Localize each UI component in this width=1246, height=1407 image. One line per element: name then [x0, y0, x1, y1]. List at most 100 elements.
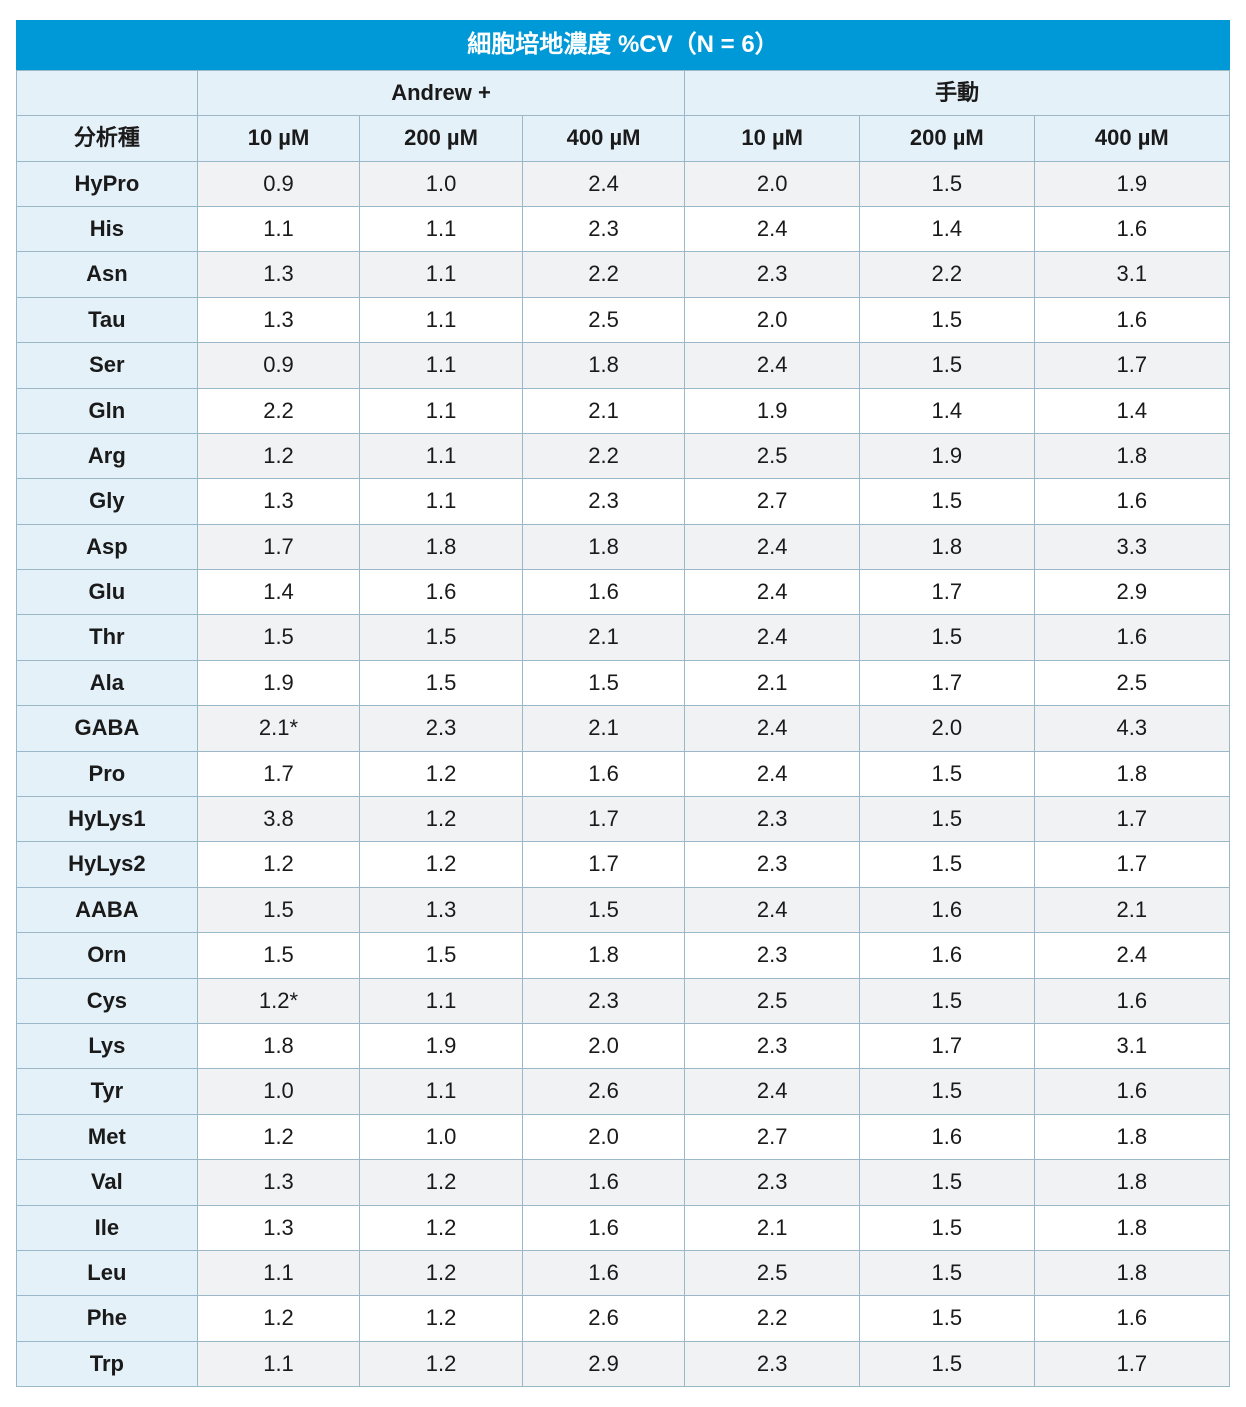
data-cell: 1.3: [197, 479, 360, 524]
table-row: HyPro0.91.02.42.01.51.9: [17, 161, 1230, 206]
data-cell: 1.5: [860, 842, 1035, 887]
data-cell: 1.5: [860, 1296, 1035, 1341]
column-group-manual: 手動: [685, 70, 1230, 115]
data-cell: 1.8: [1034, 751, 1229, 796]
data-cell: 1.9: [860, 433, 1035, 478]
column-header: 400 µM: [522, 116, 685, 161]
column-header-row: 分析種 10 µM 200 µM 400 µM 10 µM 200 µM 400…: [17, 116, 1230, 161]
analyte-cell: Thr: [17, 615, 198, 660]
data-cell: 2.0: [522, 1114, 685, 1159]
data-cell: 1.1: [360, 479, 523, 524]
table-row: Pro1.71.21.62.41.51.8: [17, 751, 1230, 796]
data-cell: 1.1: [197, 206, 360, 251]
data-cell: 3.3: [1034, 524, 1229, 569]
data-cell: 3.8: [197, 797, 360, 842]
table-row: Gln2.21.12.11.91.41.4: [17, 388, 1230, 433]
data-cell: 2.3: [360, 706, 523, 751]
data-cell: 2.3: [685, 797, 860, 842]
data-cell: 1.8: [1034, 433, 1229, 478]
table-row: Trp1.11.22.92.31.51.7: [17, 1341, 1230, 1386]
data-cell: 1.5: [360, 660, 523, 705]
data-cell: 2.1: [1034, 887, 1229, 932]
data-cell: 1.3: [360, 887, 523, 932]
data-cell: 2.3: [522, 206, 685, 251]
data-cell: 2.3: [685, 933, 860, 978]
data-cell: 1.4: [860, 388, 1035, 433]
cv-table: 細胞培地濃度 %CV（N = 6） Andrew + 手動 分析種 10 µM …: [16, 20, 1230, 1387]
analyte-cell: Pro: [17, 751, 198, 796]
data-cell: 2.5: [1034, 660, 1229, 705]
table-row: Orn1.51.51.82.31.62.4: [17, 933, 1230, 978]
analyte-cell: GABA: [17, 706, 198, 751]
data-cell: 1.1: [360, 433, 523, 478]
data-cell: 1.3: [197, 297, 360, 342]
analyte-cell: Tau: [17, 297, 198, 342]
analyte-cell: Val: [17, 1160, 198, 1205]
data-cell: 1.6: [522, 1205, 685, 1250]
data-cell: 2.1: [522, 388, 685, 433]
data-cell: 2.2: [685, 1296, 860, 1341]
data-cell: 2.3: [522, 479, 685, 524]
data-cell: 1.3: [197, 1205, 360, 1250]
data-cell: 1.1: [360, 978, 523, 1023]
analyte-cell: Gly: [17, 479, 198, 524]
data-cell: 1.6: [1034, 978, 1229, 1023]
data-cell: 1.5: [522, 660, 685, 705]
table-row: Met1.21.02.02.71.61.8: [17, 1114, 1230, 1159]
data-cell: 1.8: [1034, 1114, 1229, 1159]
data-cell: 1.2: [197, 1296, 360, 1341]
data-cell: 1.2: [360, 1341, 523, 1386]
data-cell: 1.5: [860, 161, 1035, 206]
data-cell: 2.4: [685, 206, 860, 251]
data-cell: 2.4: [685, 570, 860, 615]
data-cell: 0.9: [197, 161, 360, 206]
data-cell: 1.2: [360, 751, 523, 796]
data-cell: 1.5: [360, 933, 523, 978]
data-cell: 2.1*: [197, 706, 360, 751]
table-row: His1.11.12.32.41.41.6: [17, 206, 1230, 251]
data-cell: 1.5: [860, 797, 1035, 842]
data-cell: 1.7: [1034, 797, 1229, 842]
data-cell: 2.3: [522, 978, 685, 1023]
data-cell: 2.4: [685, 1069, 860, 1114]
data-cell: 1.6: [1034, 1069, 1229, 1114]
table-title: 細胞培地濃度 %CV（N = 6）: [17, 21, 1230, 71]
data-cell: 1.5: [197, 933, 360, 978]
analyte-cell: Lys: [17, 1024, 198, 1069]
data-cell: 1.7: [197, 751, 360, 796]
column-header: 10 µM: [197, 116, 360, 161]
data-cell: 2.7: [685, 479, 860, 524]
data-cell: 1.4: [1034, 388, 1229, 433]
data-cell: 1.2: [360, 1250, 523, 1295]
table-row: Ala1.91.51.52.11.72.5: [17, 660, 1230, 705]
data-cell: 1.8: [522, 933, 685, 978]
data-cell: 1.3: [197, 252, 360, 297]
data-cell: 2.4: [685, 887, 860, 932]
table-row: Ser0.91.11.82.41.51.7: [17, 343, 1230, 388]
column-header: 200 µM: [860, 116, 1035, 161]
data-cell: 2.1: [685, 660, 860, 705]
data-cell: 1.5: [860, 1341, 1035, 1386]
data-cell: 1.5: [860, 615, 1035, 660]
data-cell: 1.2: [197, 842, 360, 887]
data-cell: 1.1: [360, 252, 523, 297]
data-cell: 2.2: [522, 433, 685, 478]
analyte-cell: Ile: [17, 1205, 198, 1250]
data-cell: 1.5: [860, 1160, 1035, 1205]
data-cell: 0.9: [197, 343, 360, 388]
data-cell: 1.7: [860, 1024, 1035, 1069]
data-cell: 2.2: [522, 252, 685, 297]
empty-group-cell: [17, 70, 198, 115]
analyte-cell: Arg: [17, 433, 198, 478]
table-row: Lys1.81.92.02.31.73.1: [17, 1024, 1230, 1069]
data-cell: 2.2: [197, 388, 360, 433]
data-cell: 1.8: [1034, 1160, 1229, 1205]
data-cell: 1.2: [360, 1205, 523, 1250]
data-cell: 1.2: [197, 433, 360, 478]
data-cell: 2.5: [685, 978, 860, 1023]
data-cell: 2.3: [685, 842, 860, 887]
data-cell: 1.7: [1034, 1341, 1229, 1386]
analyte-cell: Tyr: [17, 1069, 198, 1114]
analyte-cell: Leu: [17, 1250, 198, 1295]
data-cell: 1.4: [197, 570, 360, 615]
